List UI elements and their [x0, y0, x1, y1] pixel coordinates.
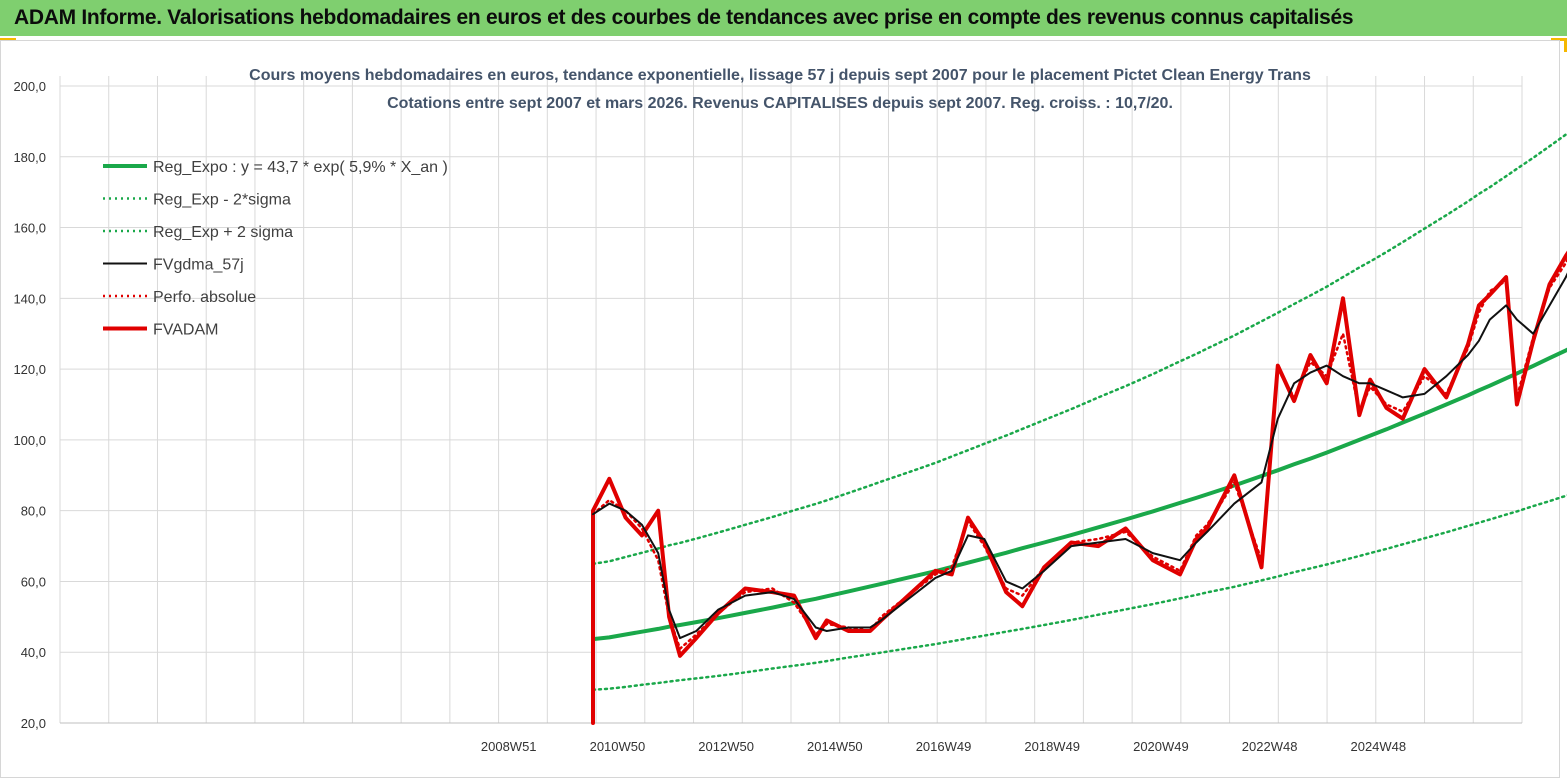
- y-axis: 20,0 40,0 60,0 80,0 100,0 120,0 140,0 160,0 180,…: [13, 79, 46, 731]
- chart-subtitle: Cotations entre sept 2007 et mars 2026. …: [387, 95, 1173, 112]
- legend-label: Perfo. absolue: [153, 289, 256, 306]
- legend-label: Reg_Exp + 2 sigma: [153, 224, 293, 241]
- x-tick-label: 2022W48: [1242, 739, 1298, 754]
- x-tick-label: 2010W50: [590, 739, 646, 754]
- x-tick-label: 2014W50: [807, 739, 863, 754]
- page-title: ADAM Informe. Valorisations hebdomadaire…: [14, 6, 1354, 29]
- legend-label: Reg_Expo : y = 43,7 * exp( 5,9% * X_an ): [153, 159, 448, 176]
- chart-title: Cours moyens hebdomadaires en euros, ten…: [249, 67, 1311, 84]
- series-line-4: [592, 272, 1567, 640]
- corner-marker-right: [1564, 40, 1567, 52]
- y-tick-label: 200,0: [13, 79, 46, 94]
- x-tick-label: 2018W49: [1024, 739, 1080, 754]
- series-group: [591, 132, 1567, 725]
- corner-marker-top-right: [1551, 38, 1567, 41]
- y-tick-label: 120,0: [13, 362, 46, 377]
- y-tick-label: 20,0: [21, 716, 46, 731]
- series-line-6: [591, 250, 1567, 725]
- y-tick-label: 160,0: [13, 221, 46, 236]
- x-tick-label: 2020W49: [1133, 739, 1189, 754]
- x-axis: 2008W51 2010W50 2012W50 2014W50 2016W49 2018W…: [60, 722, 1522, 754]
- x-tick-label: 2008W51: [481, 739, 537, 754]
- y-tick-label: 40,0: [21, 645, 46, 660]
- y-tick-label: 140,0: [13, 291, 46, 306]
- y-tick-label: 60,0: [21, 574, 46, 589]
- series-line-1: [591, 347, 1567, 642]
- chart-frame: [0, 40, 1560, 778]
- x-tick-label: 2024W48: [1350, 739, 1406, 754]
- legend-label: Reg_Exp - 2*sigma: [153, 192, 291, 209]
- series-line-5: [591, 257, 1567, 650]
- legend-label: FVgdma_57j: [153, 257, 244, 274]
- grid-lines: [59, 76, 1523, 724]
- y-tick-label: 100,0: [13, 433, 46, 448]
- corner-marker-top-left: [0, 38, 16, 41]
- legend-label: FVADAM: [153, 322, 218, 339]
- y-tick-label: 80,0: [21, 504, 46, 519]
- x-tick-label: 2012W50: [698, 739, 754, 754]
- x-tick-label: 2016W49: [916, 739, 972, 754]
- header-banner: ADAM Informe. Valorisations hebdomadaire…: [0, 0, 1567, 38]
- legend: Reg_Expo : y = 43,7 * exp( 5,9% * X_an )…: [103, 159, 448, 339]
- series-line-3: [591, 132, 1567, 566]
- y-tick-label: 180,0: [13, 150, 46, 165]
- series-line-2: [591, 494, 1567, 691]
